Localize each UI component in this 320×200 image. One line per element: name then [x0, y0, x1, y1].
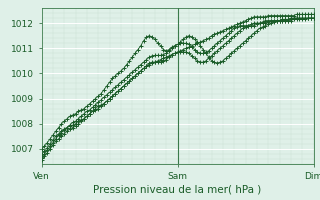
X-axis label: Pression niveau de la mer( hPa ): Pression niveau de la mer( hPa ): [93, 185, 262, 195]
